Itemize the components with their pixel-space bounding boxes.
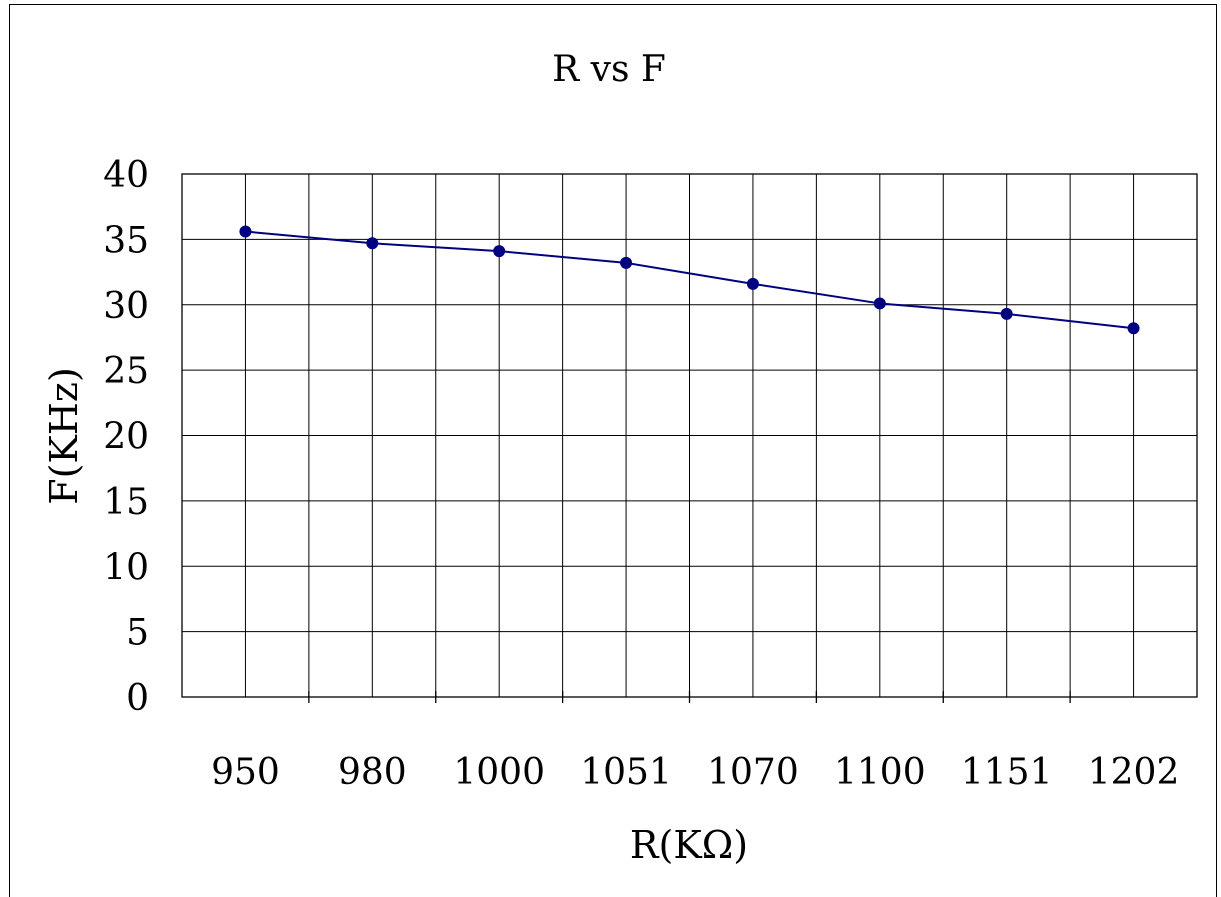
- data-point: [239, 225, 252, 238]
- x-axis-tick-labels: 950 980 1000 1051 1070 1100 1151 1202: [211, 752, 1179, 793]
- data-point: [620, 256, 633, 269]
- x-tick-label: 1202: [1088, 752, 1180, 793]
- x-tick-label: 1100: [834, 752, 926, 793]
- x-tick-label: 1000: [453, 752, 545, 793]
- plot-area: [181, 173, 1198, 703]
- x-tick-label: 950: [211, 752, 280, 793]
- y-tick-label: 15: [103, 482, 149, 523]
- y-tick-label: 5: [126, 613, 149, 654]
- x-tick-label: 1051: [580, 752, 672, 793]
- y-tick-label: 20: [103, 417, 149, 458]
- data-point: [1127, 322, 1140, 335]
- vertical-gridlines: [244, 174, 1135, 697]
- data-point: [1000, 307, 1013, 320]
- x-axis-label: R(KΩ): [630, 823, 748, 867]
- y-tick-label: 0: [126, 678, 149, 719]
- y-tick-label: 40: [103, 155, 149, 196]
- y-tick-label: 30: [103, 286, 149, 327]
- y-axis-label: F(KHz): [42, 367, 86, 505]
- y-tick-label: 10: [103, 547, 149, 588]
- data-point: [366, 237, 379, 250]
- chart-title: R vs F: [552, 49, 666, 90]
- data-points: [239, 225, 1140, 335]
- series-line: [245, 230, 1134, 330]
- y-tick-label: 25: [103, 351, 149, 392]
- data-point: [873, 297, 886, 310]
- x-tick-label: 1151: [961, 752, 1053, 793]
- y-tick-label: 35: [103, 220, 149, 261]
- x-axis-ticks: [308, 691, 1071, 703]
- data-point: [493, 245, 506, 258]
- x-tick-label: 980: [338, 752, 407, 793]
- x-tick-label: 1070: [707, 752, 799, 793]
- data-point: [746, 277, 759, 290]
- y-axis-tick-labels: 0 5 10 15 20 25 30 35 40: [103, 155, 149, 719]
